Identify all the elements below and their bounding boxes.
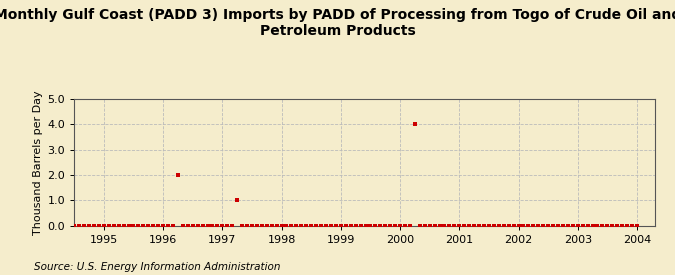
Y-axis label: Thousand Barrels per Day: Thousand Barrels per Day <box>33 90 43 235</box>
Text: Source: U.S. Energy Information Administration: Source: U.S. Energy Information Administ… <box>34 262 280 272</box>
Text: Monthly Gulf Coast (PADD 3) Imports by PADD of Processing from Togo of Crude Oil: Monthly Gulf Coast (PADD 3) Imports by P… <box>0 8 675 38</box>
